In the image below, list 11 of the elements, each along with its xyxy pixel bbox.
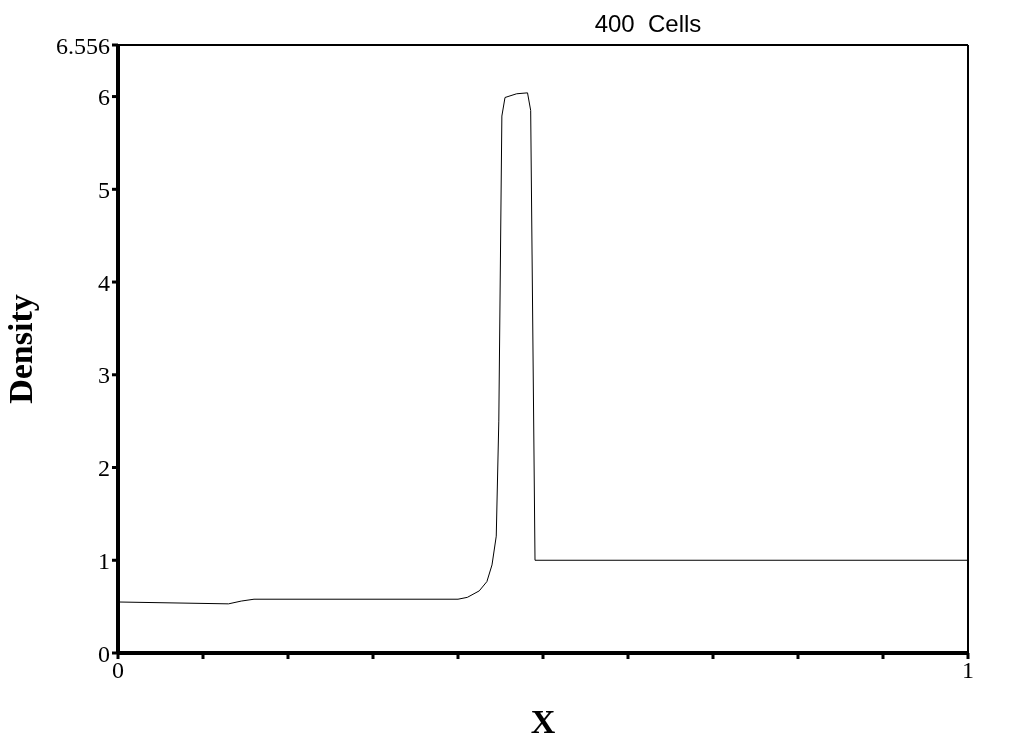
y-tick-label: 1 [98,547,110,574]
chart-title: 400 Cells [593,10,703,38]
y-tick-label: 4 [98,269,110,296]
y-tick-label: 6 [98,84,110,111]
y-tick-label: 3 [98,362,110,389]
y-axis-title: Density [2,294,40,404]
y-tick-label: 2 [98,455,110,482]
y-tick-label: 6.556 [56,32,110,59]
y-tick-label: 5 [98,176,110,203]
y-tick-label: 0 [98,640,110,667]
x-axis-title: X [530,703,556,740]
